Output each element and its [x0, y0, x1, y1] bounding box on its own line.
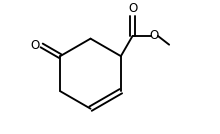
Text: O: O	[30, 39, 40, 52]
Text: O: O	[149, 29, 159, 42]
Text: O: O	[128, 3, 137, 16]
